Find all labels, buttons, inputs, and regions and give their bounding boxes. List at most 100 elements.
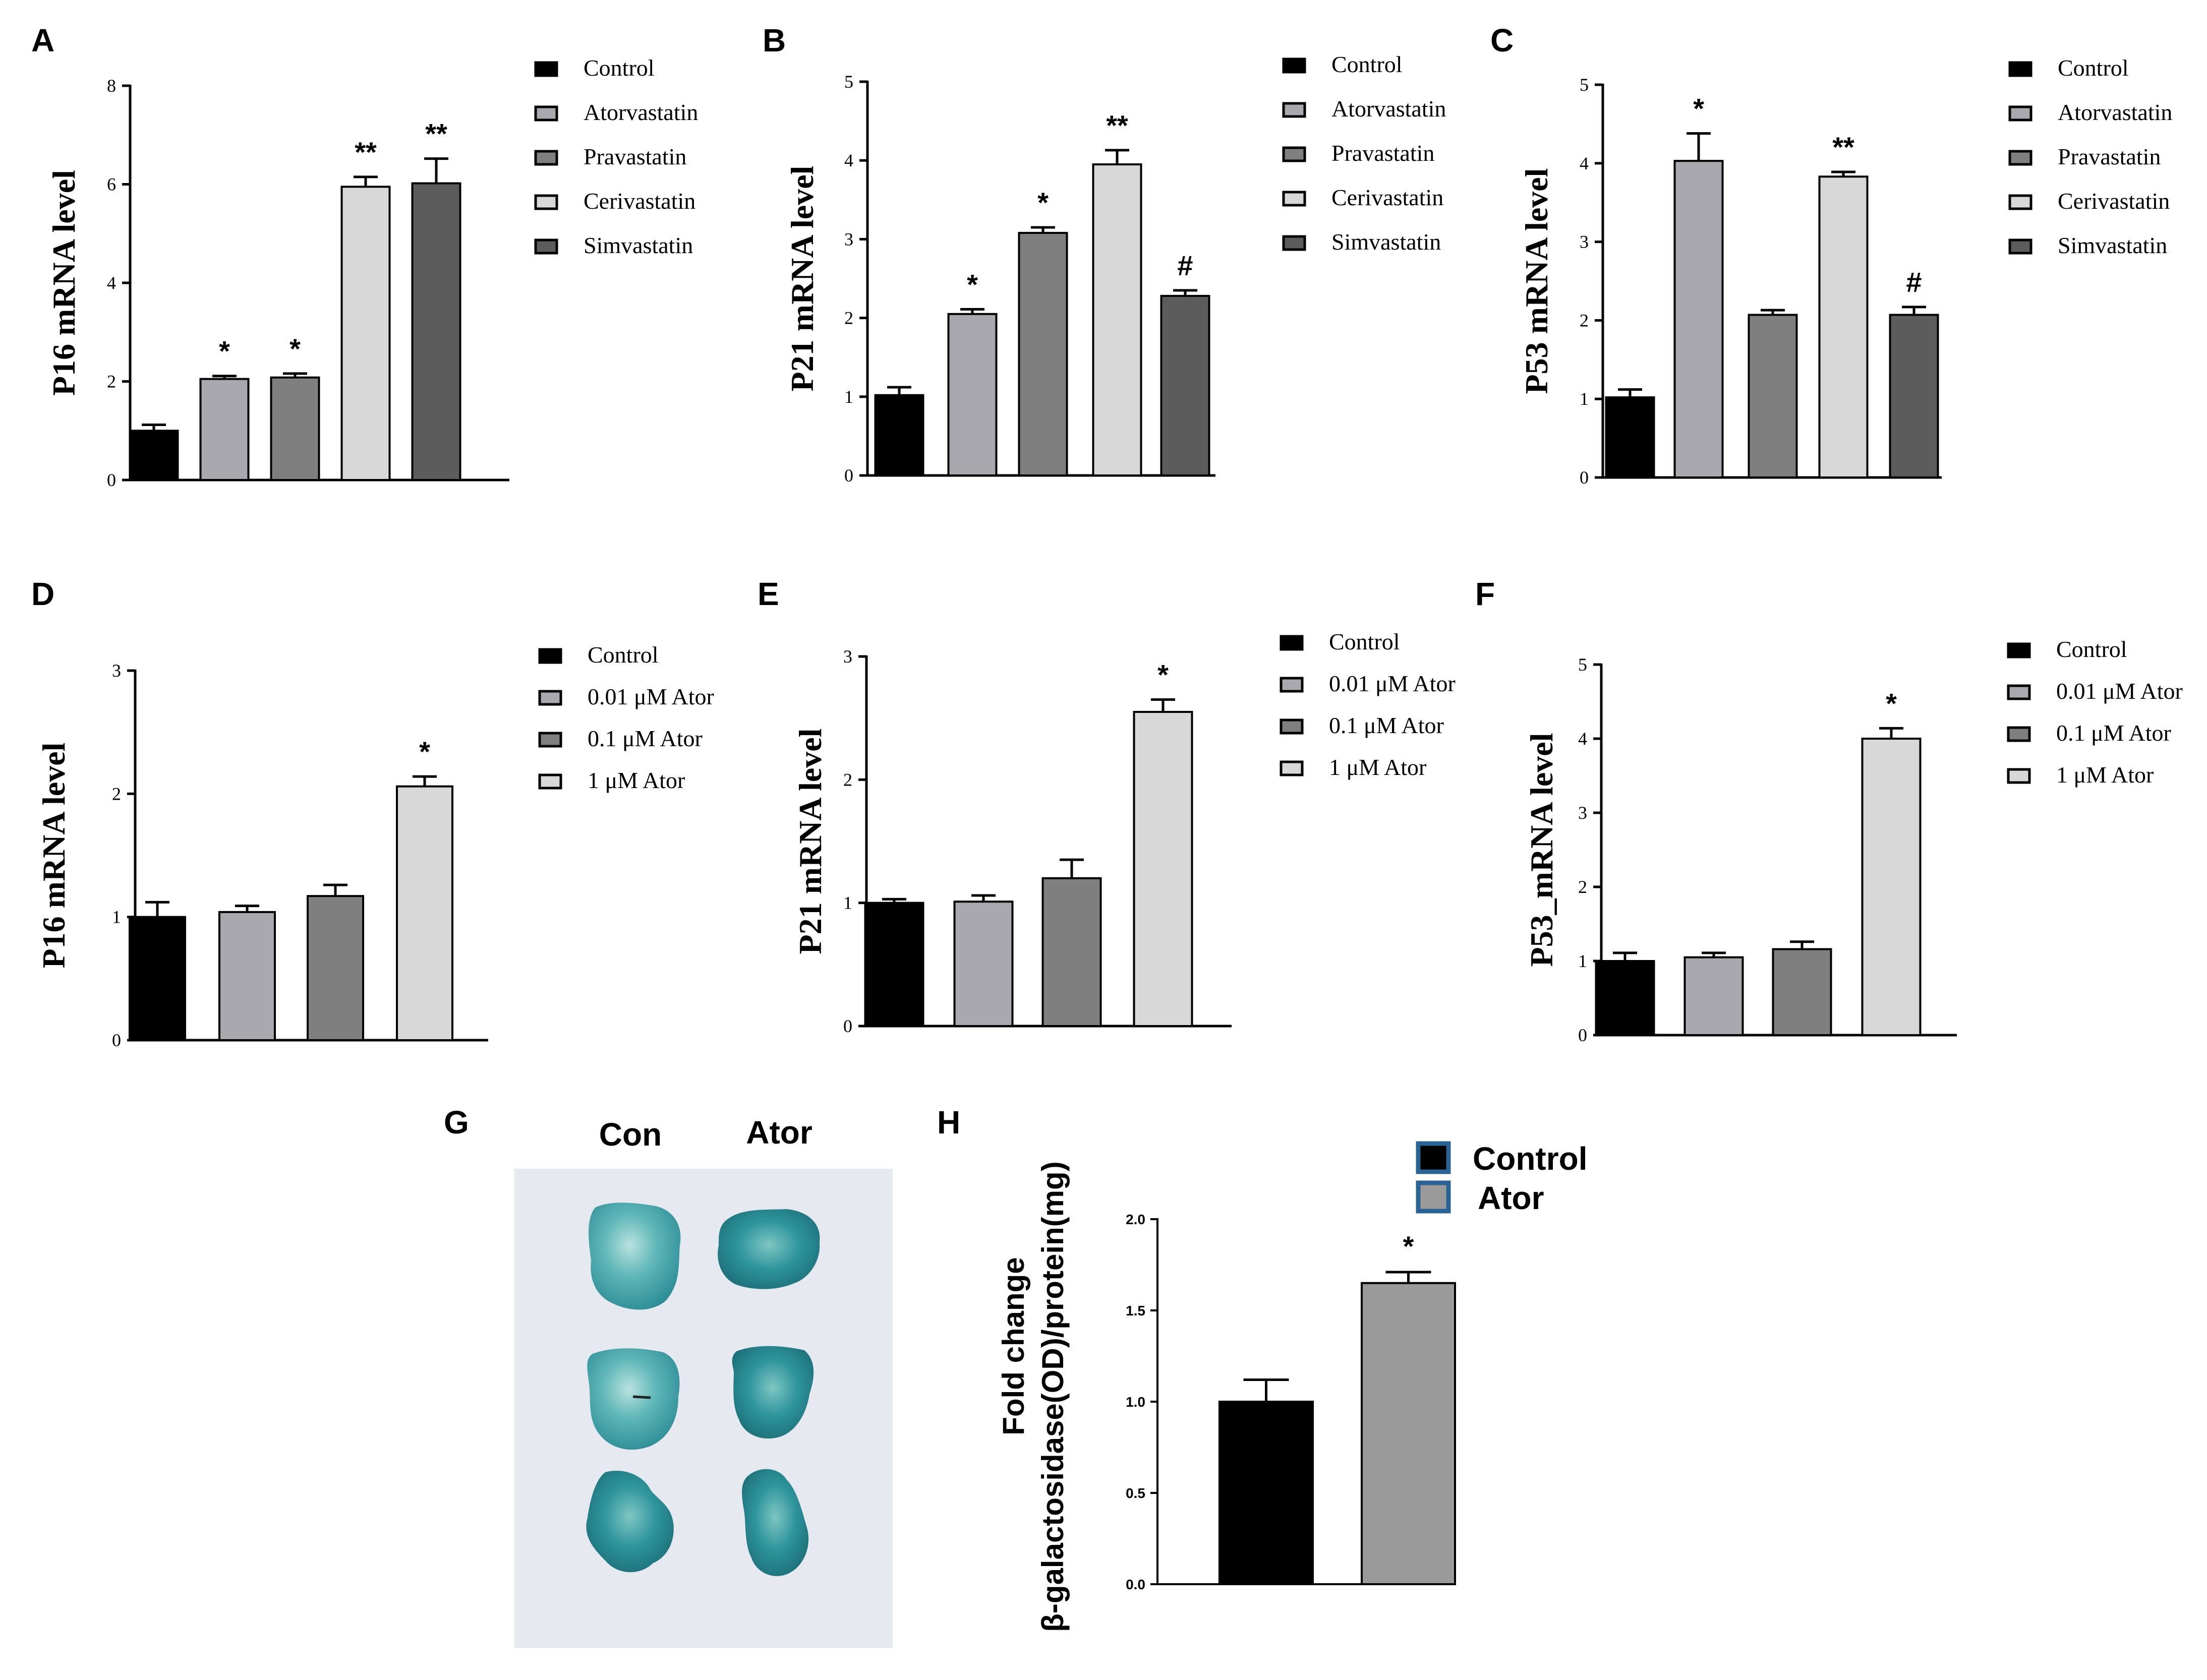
y-tick-label-h-0: 0.0 (1126, 1577, 1145, 1592)
legend-label-c-0: Control (2058, 55, 2129, 81)
y-tick-label-f-1: 1 (1578, 951, 1587, 971)
bar-c-3 (1818, 175, 1869, 478)
legend-label-c-1: Atorvastatin (2058, 99, 2172, 125)
bar-a-2 (270, 376, 320, 481)
y-tick-label-c-0: 0 (1580, 467, 1589, 488)
panel-letter-a: A (31, 22, 54, 58)
legend-swatch-b-0 (1282, 57, 1306, 74)
y-tick-label-c-5: 5 (1580, 75, 1589, 95)
legend-label-a-3: Cerivastatin (584, 188, 695, 214)
legend-swatch-b-3 (1282, 191, 1306, 207)
y-axis-label-e: P21 mRNA level (792, 729, 828, 954)
significance-mark-a-2: * (289, 333, 301, 365)
legend-label-f-2: 0.1 μM Ator (2056, 720, 2171, 746)
legend-label-c-4: Simvastatin (2058, 232, 2167, 258)
y-tick-label-e-0: 0 (843, 1016, 852, 1036)
y-tick-label-b-1: 1 (844, 387, 853, 407)
legend-swatch-b-4 (1282, 235, 1306, 251)
y-tick-label-b-2: 2 (844, 308, 853, 328)
y-tick-label-b-0: 0 (844, 465, 853, 486)
y-tick-label-f-0: 0 (1578, 1025, 1587, 1045)
legend-label-b-2: Pravastatin (1331, 140, 1434, 166)
significance-mark-c-3: ** (1832, 131, 1854, 163)
legend-label-h-1: Ator (1478, 1180, 1544, 1216)
legend-label-d-0: Control (588, 642, 659, 668)
legend-swatch-e-3 (1280, 760, 1304, 776)
significance-mark-a-1: * (219, 335, 230, 367)
y-tick-label-d-0: 0 (112, 1030, 121, 1050)
legend-label-a-1: Atorvastatin (584, 99, 698, 125)
panel-letter-b: B (763, 22, 786, 58)
legend-swatch-f-2 (2007, 726, 2031, 742)
legend-swatch-f-0 (2007, 642, 2031, 658)
g-tissue-con-2 (587, 1348, 680, 1450)
legend-label-d-1: 0.01 μM Ator (588, 684, 714, 709)
y-tick-label-c-1: 1 (1580, 389, 1589, 409)
bar-d-2 (307, 895, 364, 1041)
significance-mark-e-3: * (1157, 659, 1169, 691)
g-col-label-con: Con (599, 1116, 662, 1153)
legend-label-c-2: Pravastatin (2058, 144, 2161, 169)
g-col-label-ator: Ator (746, 1114, 812, 1151)
bar-b-4 (1160, 294, 1210, 476)
bar-a-0 (129, 430, 179, 481)
bar-e-3 (1133, 710, 1193, 1027)
legend-label-f-0: Control (2056, 636, 2127, 662)
y-axis-label-h-line2: β-galactosidase(OD)/protein(mg) (1036, 1161, 1070, 1632)
y-tick-label-a-3: 6 (107, 174, 116, 195)
bar-f-2 (1772, 948, 1832, 1036)
significance-mark-b-2: * (1037, 187, 1049, 218)
significance-mark-f-3: * (1886, 687, 1897, 719)
legend-swatch-e-0 (1280, 635, 1304, 651)
bar-d-0 (129, 916, 186, 1041)
y-tick-label-b-4: 4 (844, 150, 853, 170)
legend-swatch-b-1 (1282, 102, 1306, 118)
y-tick-label-a-2: 4 (107, 273, 116, 293)
y-tick-label-b-5: 5 (844, 72, 853, 92)
bar-a-1 (199, 378, 250, 481)
y-tick-label-e-3: 3 (843, 646, 852, 667)
legend-label-e-2: 0.1 μM Ator (1329, 712, 1444, 738)
legend-label-f-1: 0.01 μM Ator (2056, 678, 2183, 704)
panel-h: H 0.0 0.5 1.0 1.5 2.0 Fold change β-galactosida… (937, 1104, 1588, 1632)
legend-swatch-a-0 (534, 61, 558, 77)
bar-b-2 (1018, 231, 1068, 476)
panel-e: E 0 1 2 3 P21 mRNA level * Control 0.01 μM Ator 0… (758, 576, 1456, 1036)
legend-label-f-3: 1 μM Ator (2056, 762, 2154, 788)
y-axis-label-c: P53 mRNA level (1519, 168, 1554, 394)
panel-letter-f: F (1475, 576, 1495, 612)
bar-f-0 (1595, 960, 1655, 1036)
significance-mark-a-3: ** (355, 136, 377, 168)
significance-mark-h-1: * (1403, 1230, 1414, 1262)
panel-letter-c: C (1490, 22, 1514, 58)
panel-letter-h: H (937, 1104, 960, 1141)
y-tick-label-a-0: 0 (107, 470, 116, 490)
y-axis-label-f: P53_mRNA level (1524, 733, 1559, 967)
bar-a-3 (340, 186, 391, 481)
significance-mark-a-4: ** (425, 118, 447, 150)
bar-f-1 (1683, 956, 1744, 1037)
y-tick-label-a-4: 8 (107, 76, 116, 96)
y-tick-label-d-2: 2 (112, 784, 121, 804)
y-tick-label-c-3: 3 (1580, 232, 1589, 252)
panel-letter-g: G (444, 1104, 469, 1141)
g-tissue-ator-3 (742, 1469, 809, 1576)
g-tissue-ator-1 (718, 1209, 820, 1289)
legend-label-c-3: Cerivastatin (2058, 188, 2170, 214)
y-tick-label-a-1: 2 (107, 372, 116, 392)
significance-mark-c-1: * (1693, 93, 1704, 125)
panel-letter-e: E (758, 576, 779, 612)
legend-label-e-0: Control (1329, 629, 1400, 654)
y-tick-label-c-4: 4 (1580, 153, 1589, 173)
y-tick-label-d-1: 1 (112, 907, 121, 927)
legend-swatch-d-0 (538, 648, 562, 664)
panel-letter-d: D (31, 576, 54, 612)
bar-e-2 (1041, 877, 1102, 1028)
significance-mark-b-1: * (967, 268, 978, 300)
g-tissue-ator-2 (732, 1346, 814, 1439)
legend-swatch-a-1 (534, 105, 558, 122)
legend-label-b-1: Atorvastatin (1331, 96, 1446, 122)
y-axis-label-h-line1: Fold change (997, 1257, 1030, 1435)
bar-h-1 (1361, 1282, 1456, 1585)
